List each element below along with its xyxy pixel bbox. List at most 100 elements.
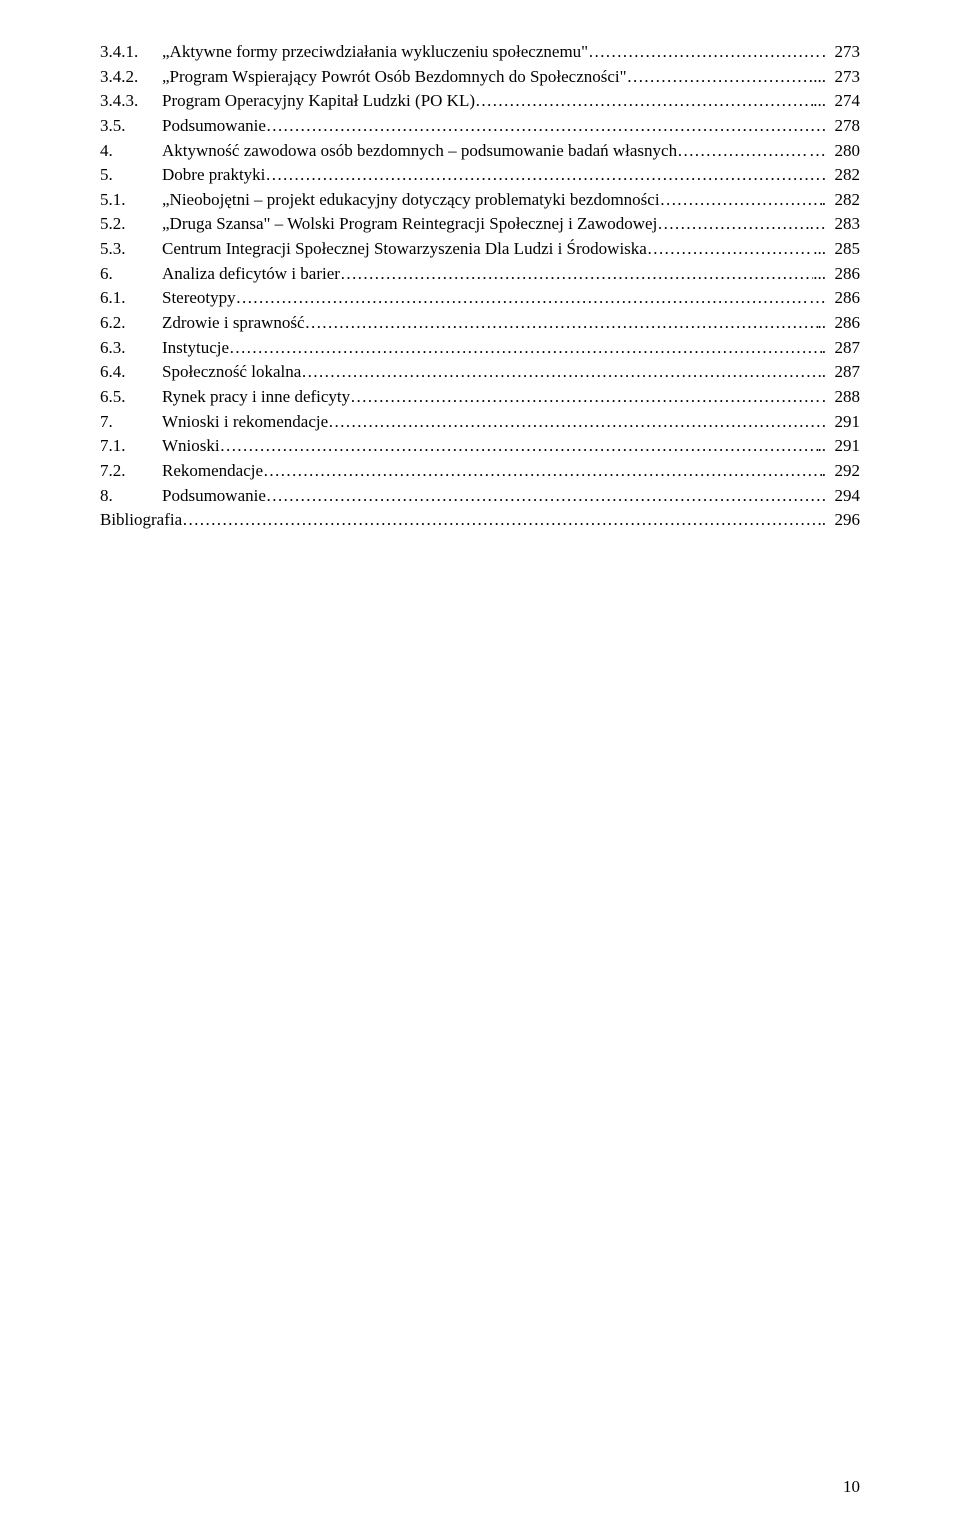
toc-leader-dots [328, 410, 822, 435]
toc-leader-dots [588, 40, 822, 65]
toc-entry-page: 278 [826, 114, 860, 139]
toc-row: 7.1.Wnioski..291 [100, 434, 860, 459]
toc-entry-page: 280 [826, 139, 860, 164]
toc-separator: .. [818, 311, 827, 336]
toc-entry-page: 286 [826, 286, 860, 311]
toc-entry-page: 294 [826, 484, 860, 509]
toc-entry-number: 4. [100, 139, 162, 164]
toc-entry-page: 287 [826, 360, 860, 385]
toc-entry-number: 7.1. [100, 434, 162, 459]
toc-entry-page: 286 [826, 311, 860, 336]
toc-row: 5.Dobre praktyki.282 [100, 163, 860, 188]
toc-entry-page: 282 [826, 163, 860, 188]
toc-leader-dots [305, 311, 818, 336]
toc-leader-dots [340, 262, 813, 287]
toc-separator: … [809, 286, 826, 311]
toc-row: 5.2.„Druga Szansa" – Wolski Program Rein… [100, 212, 860, 237]
toc-row: 4.Aktywność zawodowa osób bezdomnych – p… [100, 139, 860, 164]
toc-entry-number: 8. [100, 484, 162, 509]
toc-separator: ... [813, 65, 826, 90]
toc-entry-page: 273 [826, 65, 860, 90]
toc-entry-title: Analiza deficytów i barier [162, 262, 340, 287]
toc-entry-title: Zdrowie i sprawność [162, 311, 305, 336]
toc-entry-title: Rekomendacje [162, 459, 263, 484]
toc-entry-number: 6.5. [100, 385, 162, 410]
toc-separator: ... [813, 262, 826, 287]
toc-row: 3.4.2.„Program Wspierający Powrót Osób B… [100, 65, 860, 90]
toc-entry-number: 5. [100, 163, 162, 188]
toc-entry-page: 283 [826, 212, 860, 237]
toc-entry-page: 273 [826, 40, 860, 65]
toc-leader-dots [182, 508, 822, 533]
toc-entry-page: 292 [826, 459, 860, 484]
toc-entry-title: Stereotypy [162, 286, 236, 311]
toc-entry-title: Rynek pracy i inne deficyty [162, 385, 350, 410]
toc-leader-dots [220, 434, 818, 459]
toc-separator: … [809, 139, 826, 164]
toc-leader-dots [627, 65, 814, 90]
toc-entry-page: 291 [826, 434, 860, 459]
toc-row: 6.4.Społeczność lokalna.287 [100, 360, 860, 385]
toc-entry-title: „Aktywne formy przeciwdziałania wyklucze… [162, 40, 588, 65]
toc-entry-title: „Program Wspierający Powrót Osób Bezdomn… [162, 65, 627, 90]
toc-row: 8.Podsumowanie.294 [100, 484, 860, 509]
toc-separator: ... [813, 89, 826, 114]
toc-leader-dots [475, 89, 813, 114]
toc-row: Bibliografia.296 [100, 508, 860, 533]
toc-entry-number: 6.1. [100, 286, 162, 311]
toc-leader-dots [266, 484, 822, 509]
toc-entry-number: 5.2. [100, 212, 162, 237]
toc-row: 6.1.Stereotypy …286 [100, 286, 860, 311]
toc-entry-number: 5.3. [100, 237, 162, 262]
toc-entry-page: 286 [826, 262, 860, 287]
table-of-contents: 3.4.1.„Aktywne formy przeciwdziałania wy… [100, 40, 860, 533]
toc-row: 6.3.Instytucje.287 [100, 336, 860, 361]
toc-entry-page: 296 [826, 508, 860, 533]
toc-leader-dots [236, 286, 809, 311]
toc-entry-title: Społeczność lokalna [162, 360, 301, 385]
toc-entry-title: Instytucje [162, 336, 229, 361]
toc-row: 6.2.Zdrowie i sprawność..286 [100, 311, 860, 336]
toc-leader-dots [265, 163, 821, 188]
toc-leader-dots [229, 336, 822, 361]
toc-leader-dots [657, 212, 809, 237]
toc-row: 5.3.Centrum Integracji Społecznej Stowar… [100, 237, 860, 262]
toc-entry-title: Bibliografia [100, 508, 182, 533]
toc-row: 3.4.3.Program Operacyjny Kapitał Ludzki … [100, 89, 860, 114]
toc-row: 6.5.Rynek pracy i inne deficyty.288 [100, 385, 860, 410]
toc-entry-number: 6.3. [100, 336, 162, 361]
toc-leader-dots [263, 459, 822, 484]
toc-entry-title: Centrum Integracji Społecznej Stowarzysz… [162, 237, 647, 262]
toc-entry-page: 274 [826, 89, 860, 114]
toc-entry-title: Podsumowanie [162, 484, 266, 509]
toc-row: 6.Analiza deficytów i barier...286 [100, 262, 860, 287]
toc-entry-title: Podsumowanie [162, 114, 266, 139]
toc-leader-dots [350, 385, 822, 410]
toc-entry-title: Dobre praktyki [162, 163, 265, 188]
toc-entry-title: Program Operacyjny Kapitał Ludzki (PO KL… [162, 89, 475, 114]
toc-entry-number: 6. [100, 262, 162, 287]
toc-row: 3.5.Podsumowanie.278 [100, 114, 860, 139]
toc-entry-title: „Druga Szansa" – Wolski Program Reintegr… [162, 212, 657, 237]
toc-leader-dots [677, 139, 809, 164]
toc-separator: .. [818, 434, 827, 459]
toc-entry-number: 7. [100, 410, 162, 435]
toc-row: 5.1.„Nieobojętni – projekt edukacyjny do… [100, 188, 860, 213]
toc-row: 7.Wnioski i rekomendacje.291 [100, 410, 860, 435]
toc-separator: … [809, 212, 826, 237]
toc-entry-number: 6.4. [100, 360, 162, 385]
toc-entry-title: Aktywność zawodowa osób bezdomnych – pod… [162, 139, 677, 164]
toc-row: 7.2.Rekomendacje.292 [100, 459, 860, 484]
toc-entry-title: Wnioski i rekomendacje [162, 410, 328, 435]
toc-entry-title: „Nieobojętni – projekt edukacyjny dotycz… [162, 188, 660, 213]
toc-entry-page: 291 [826, 410, 860, 435]
page-number: 10 [843, 1477, 860, 1497]
toc-entry-number: 3.4.1. [100, 40, 162, 65]
toc-entry-number: 3.5. [100, 114, 162, 139]
toc-entry-title: Wnioski [162, 434, 220, 459]
toc-entry-page: 285 [826, 237, 860, 262]
toc-separator: ... [813, 237, 826, 262]
toc-row: 3.4.1.„Aktywne formy przeciwdziałania wy… [100, 40, 860, 65]
toc-entry-number: 3.4.3. [100, 89, 162, 114]
toc-entry-page: 288 [826, 385, 860, 410]
